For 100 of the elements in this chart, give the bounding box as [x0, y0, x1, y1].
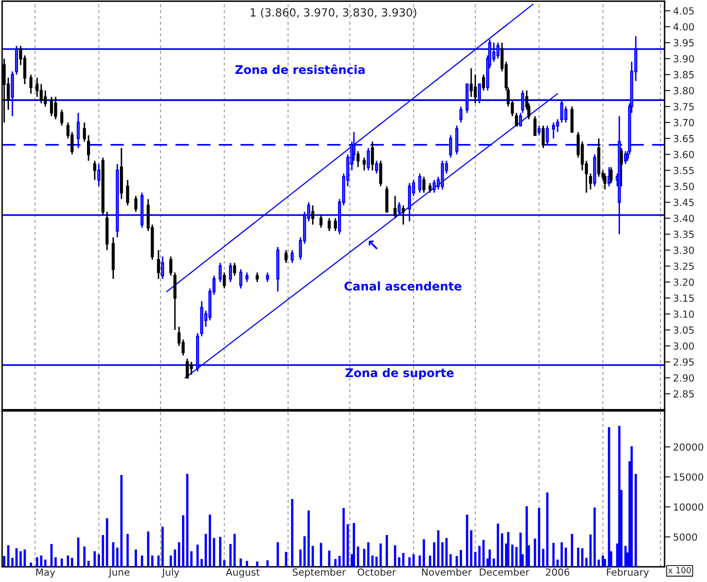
candlestick — [161, 256, 164, 280]
candlestick — [620, 147, 623, 187]
candlestick — [190, 361, 193, 376]
y-tick-label: 3.90 — [674, 55, 694, 62]
candlestick — [608, 166, 611, 187]
candlestick — [542, 124, 545, 149]
candlestick — [97, 163, 100, 187]
y-tick-label: 3.50 — [674, 182, 694, 190]
y-tick-label: 3.60 — [674, 150, 694, 158]
candlestick — [87, 134, 90, 162]
candlestick — [570, 106, 574, 133]
x-tick-label: February — [606, 568, 649, 578]
y-tick-label: 3.95 — [674, 39, 694, 46]
y-tick-label: 10000 — [674, 503, 704, 511]
candlestick — [334, 218, 337, 232]
y-tick-label: 3.15 — [674, 294, 694, 302]
y-tick-label: 2.85 — [674, 390, 694, 398]
candlestick — [514, 112, 518, 126]
y-tick-label: 3.75 — [674, 102, 694, 110]
y-tick-label: 2.95 — [674, 358, 694, 366]
candlestick — [245, 272, 248, 283]
x-tick-label: September — [292, 568, 346, 578]
candlestick — [319, 214, 323, 228]
annotation: Zona de resistência — [235, 64, 365, 74]
candlestick — [432, 179, 436, 194]
y-tick-label: 3.30 — [674, 246, 694, 254]
candlestick — [362, 156, 366, 172]
candlestick — [284, 249, 288, 264]
x-tick-label: October — [358, 568, 396, 576]
candlestick — [93, 160, 96, 181]
candlestick — [218, 262, 222, 283]
candlestick — [356, 150, 360, 168]
y-tick-label: 4.00 — [673, 23, 694, 31]
candlestick — [266, 272, 270, 283]
y-tick-label: 5000 — [674, 533, 698, 541]
candlestick — [256, 272, 259, 283]
candlestick — [482, 74, 486, 92]
candlestick — [379, 160, 382, 187]
y-tick-label: 3.10 — [674, 310, 694, 318]
candlestick — [134, 195, 138, 213]
y-tick-label: 3.45 — [674, 198, 694, 206]
candlestick — [60, 108, 64, 126]
candlestick — [239, 268, 242, 290]
x-tick-label: November — [422, 568, 472, 576]
candlestick — [186, 358, 189, 379]
x-tick-label: July — [162, 568, 180, 578]
candlestick — [82, 122, 86, 142]
candlestick — [603, 172, 606, 190]
text: x 100 — [668, 567, 691, 574]
y-tick-label: 3.70 — [674, 118, 694, 126]
candlestick — [552, 122, 555, 140]
x-tick-label: 2006 — [546, 568, 570, 576]
text: 1 (3.860, 3.970, 3.830, 3.930) — [250, 8, 416, 18]
annotation: ↖ — [368, 240, 378, 250]
candlestick — [50, 96, 54, 117]
candlestick — [228, 262, 232, 283]
candlestick — [375, 160, 378, 174]
candlestick — [394, 195, 397, 219]
candlestick — [233, 262, 236, 276]
candlestick — [402, 204, 405, 226]
candlestick — [126, 179, 130, 206]
annotation: Zona de suporte — [346, 368, 454, 380]
candlestick — [428, 182, 432, 194]
candlestick — [564, 106, 568, 124]
candlestick — [519, 112, 522, 126]
candlestick — [328, 218, 331, 232]
y-tick-label: 3.65 — [674, 134, 694, 142]
y-tick-label: 20000 — [674, 443, 704, 451]
candlestick — [44, 90, 47, 108]
candlestick — [222, 272, 226, 290]
y-tick-label: 3.55 — [674, 166, 694, 174]
candlestick — [459, 106, 462, 124]
y-tick-label: 3.35 — [674, 230, 694, 238]
candlestick — [36, 77, 39, 98]
y-tick-label: 3.00 — [674, 342, 694, 350]
candlestick — [418, 172, 422, 194]
y-tick-label: 15000 — [674, 473, 704, 481]
candlestick — [156, 249, 160, 280]
y-tick-label: 2.90 — [674, 374, 694, 382]
candlestick — [589, 172, 592, 190]
candlestick — [29, 74, 32, 94]
x-tick-label: August — [226, 568, 260, 578]
y-tick-label: 4.05 — [673, 7, 694, 15]
candlestick — [370, 140, 374, 172]
x-tick-label: June — [108, 568, 130, 578]
candlestick — [290, 249, 294, 264]
candlestick — [533, 115, 536, 136]
candlestick — [440, 160, 444, 190]
y-tick-label: 3.05 — [674, 326, 694, 334]
candlestick — [610, 166, 613, 184]
candlestick — [366, 147, 370, 172]
x-tick-label: December — [480, 568, 530, 576]
candlestick — [538, 124, 541, 136]
candlestick — [422, 176, 426, 194]
annotation: Canal ascendente — [344, 281, 462, 291]
y-tick-label: 3.25 — [674, 262, 694, 270]
candlestick — [54, 96, 58, 120]
y-tick-label: 3.20 — [674, 278, 694, 286]
candlestick — [474, 74, 477, 104]
candlestick — [385, 186, 388, 213]
